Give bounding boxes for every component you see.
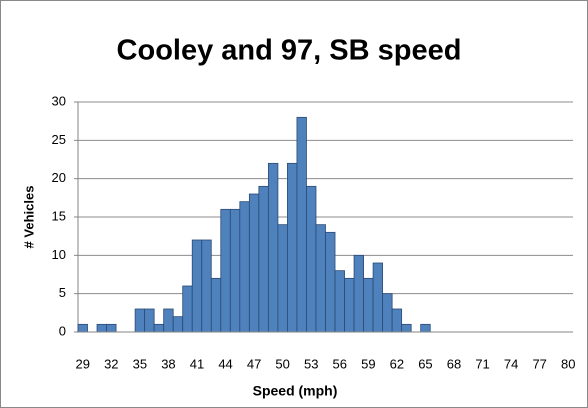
x-tick-label: 80 xyxy=(561,356,575,371)
bar xyxy=(287,162,298,333)
bar xyxy=(296,116,307,333)
bar xyxy=(144,308,155,333)
bar xyxy=(258,185,269,333)
y-tick-label: 10 xyxy=(52,247,66,262)
x-tick-label: 77 xyxy=(532,356,546,371)
x-tick-label: 50 xyxy=(275,356,289,371)
x-tick-label: 29 xyxy=(76,356,90,371)
bar xyxy=(353,254,364,333)
bar xyxy=(372,262,384,333)
bar xyxy=(363,277,374,333)
x-tick-label: 53 xyxy=(304,356,318,371)
bar xyxy=(77,323,88,333)
x-tick-label: 62 xyxy=(390,356,404,371)
x-tick-label: 32 xyxy=(104,356,118,371)
bar xyxy=(267,162,279,333)
bar xyxy=(277,224,288,333)
bar xyxy=(334,270,345,333)
bar xyxy=(382,293,393,333)
y-axis-label: # Vehicles xyxy=(21,186,36,249)
y-tick-label: 5 xyxy=(59,285,66,300)
bar xyxy=(229,208,241,333)
x-tick-label: 38 xyxy=(161,356,175,371)
x-tick-label: 41 xyxy=(190,356,204,371)
x-tick-label: 35 xyxy=(133,356,147,371)
chart-title: Cooley and 97, SB speed xyxy=(117,35,462,67)
y-tick-label: 15 xyxy=(52,208,66,223)
bar xyxy=(344,277,355,333)
bar xyxy=(248,193,260,333)
bar xyxy=(220,208,231,333)
bar xyxy=(315,224,326,333)
x-tick-label: 59 xyxy=(361,356,375,371)
x-axis-label: Speed (mph) xyxy=(253,383,338,399)
bar xyxy=(172,316,184,333)
bar xyxy=(391,308,403,333)
x-tick-label: 44 xyxy=(218,356,232,371)
x-tick-label: 65 xyxy=(418,356,432,371)
bar xyxy=(163,308,174,333)
bar xyxy=(210,277,222,333)
x-tick-label: 74 xyxy=(504,356,518,371)
bar xyxy=(239,201,250,333)
x-tick-label: 68 xyxy=(447,356,461,371)
bar xyxy=(420,323,431,333)
x-tick-label: 71 xyxy=(475,356,489,371)
y-tick-label: 30 xyxy=(52,93,66,108)
y-tick-label: 20 xyxy=(52,170,66,185)
y-tick-label: 25 xyxy=(52,132,66,147)
bar xyxy=(106,323,117,333)
bar xyxy=(191,239,203,333)
bar xyxy=(134,308,146,333)
x-tick-label: 56 xyxy=(333,356,347,371)
bar xyxy=(153,323,165,333)
y-tick-label: 0 xyxy=(59,323,66,338)
bar xyxy=(306,185,317,333)
bar xyxy=(182,285,193,333)
bar xyxy=(96,323,107,333)
bar xyxy=(325,231,336,333)
bar xyxy=(201,239,212,333)
bar xyxy=(401,323,412,333)
x-tick-label: 47 xyxy=(247,356,261,371)
